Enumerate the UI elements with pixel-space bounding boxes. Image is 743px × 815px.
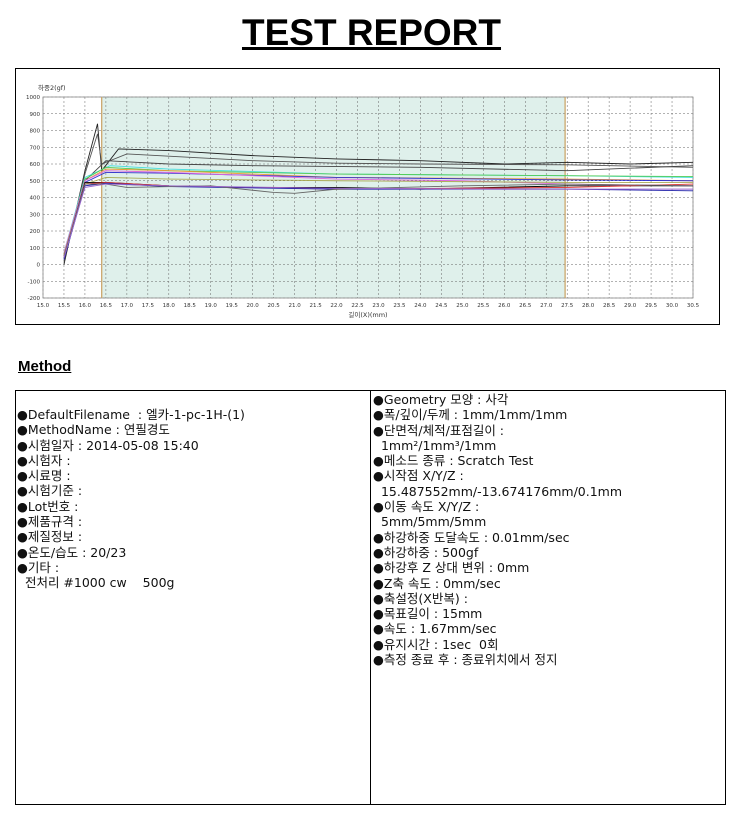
method-field: ●폭/깊이/두께 : 1mm/1mm/1mm (373, 407, 568, 423)
y-tick-label: 0 (37, 263, 41, 269)
x-tick-label: 26.5 (519, 303, 532, 309)
y-tick-label: 800 (30, 129, 41, 135)
method-field: ●시료명 : (17, 468, 71, 484)
method-field: ●MethodName : 연필경도 (17, 422, 170, 438)
method-field: ●기타 : (17, 559, 60, 575)
series-line-8 (63, 170, 694, 253)
method-field: ●측정 종료 후 : 종료위치에서 정지 (373, 652, 558, 668)
series-line-1 (63, 123, 694, 265)
x-axis-label: 길이(X)(mm) (348, 310, 387, 319)
method-right-column: ●Geometry 모양 : 사각 ●폭/깊이/두께 : 1mm/1mm/1mm ●… (371, 391, 725, 804)
x-tick-label: 16.0 (79, 303, 92, 309)
method-field: ●Geometry 모양 : 사각 (373, 392, 509, 407)
method-field: ●제질정보 : (17, 529, 83, 545)
y-tick-label: 1000 (26, 95, 40, 101)
method-field: 15.487552mm/-13.674176mm/0.1mm (373, 483, 623, 499)
x-tick-label: 28.0 (582, 303, 595, 309)
method-field: ●메소드 종류 : Scratch Test (373, 453, 534, 469)
method-left-column: ●DefaultFilename : 엘카-1-pc-1H-(1) ●Method… (16, 391, 371, 804)
x-tick-label: 29.0 (624, 303, 637, 309)
method-field: ●시험일자 : 2014-05-08 15:40 (17, 437, 199, 453)
method-field: 1mm²/1mm³/1mm (373, 437, 497, 453)
x-tick-label: 20.5 (268, 303, 281, 309)
y-tick-label: 600 (30, 162, 41, 168)
method-field: ●단면적/체적/표점길이 : (373, 422, 505, 438)
x-tick-label: 23.0 (372, 303, 385, 309)
chart-frame: 15.0 15.5 16.0 16.5 17.0 17.5 18.0 18.5 19.0 19.5… (15, 68, 720, 325)
plot-area (42, 96, 694, 299)
method-field: ●이동 속도 X/Y/Z : (373, 499, 480, 515)
method-field: ●제품규격 : (17, 514, 83, 530)
x-tick-label: 21.5 (309, 303, 322, 309)
x-tick-label: 24.0 (414, 303, 427, 309)
y-tick-label: 700 (30, 145, 41, 151)
x-tick-label: 26.0 (498, 303, 511, 309)
y-tick-label: 100 (30, 246, 41, 252)
x-tick-label: 23.5 (393, 303, 406, 309)
x-tick-label: 25.0 (456, 303, 469, 309)
y-tick-label: 200 (30, 229, 41, 235)
method-field: ●축설정(X반복) : (373, 590, 468, 606)
method-field: ●하강하중 : 500gf (373, 544, 479, 560)
method-field: 5mm/5mm/5mm (373, 514, 487, 530)
x-tick-label: 19.5 (226, 303, 239, 309)
x-tick-label: 27.0 (540, 303, 553, 309)
x-tick-label: 17.0 (121, 303, 134, 309)
x-tick-label: 20.0 (247, 303, 260, 309)
x-tick-label: 30.5 (687, 303, 700, 309)
method-field: ●목표길이 : 15mm (373, 606, 483, 622)
x-tick-label: 22.0 (330, 303, 343, 309)
report-title: TEST REPORT (241, 12, 502, 53)
x-tick-label: 22.5 (351, 303, 364, 309)
method-field: ●DefaultFilename : 엘카-1-pc-1H-(1) (17, 407, 245, 422)
x-tick-label: 24.5 (435, 303, 448, 309)
x-tick-label: 29.5 (645, 303, 658, 309)
x-tick-label: 18.0 (163, 303, 176, 309)
x-tick-label: 17.5 (142, 303, 155, 309)
method-field: ●시작점 X/Y/Z : (373, 468, 464, 484)
series-line-14 (63, 183, 693, 258)
method-field: ●시험자 : (17, 452, 71, 468)
x-tick-label: 28.5 (603, 303, 616, 309)
x-tick-label: 18.5 (184, 303, 197, 309)
x-tick-label: 19.0 (205, 303, 218, 309)
method-field: ●Lot번호 : (17, 498, 79, 514)
y-tick-label: 500 (30, 179, 41, 185)
method-field: ●온도/습도 : 20/23 (17, 544, 127, 560)
y-tick-label: -100 (28, 279, 41, 285)
method-field: ●하강후 Z 상대 변위 : 0mm (373, 560, 530, 576)
method-field: ●시험기준 : (17, 483, 83, 499)
y-tick-label: 400 (30, 196, 41, 202)
method-field: ●하강하중 도달속도 : 0.01mm/sec (373, 529, 570, 545)
method-table: ●DefaultFilename : 엘카-1-pc-1H-(1) ●Method… (15, 390, 726, 805)
x-tick-label: 25.5 (477, 303, 490, 309)
y-tick-label: 300 (30, 212, 41, 218)
method-field: ●속도 : 1.67mm/sec (373, 621, 497, 637)
y-tick-label: -200 (28, 296, 41, 302)
method-field: ●유지시간 : 1sec 0회 (373, 636, 499, 652)
x-tick-label: 21.0 (288, 303, 301, 309)
x-tick-label: 30.0 (666, 303, 679, 309)
y-axis-label: 하중2(gf) (38, 83, 66, 92)
x-tick-label: 15.5 (58, 303, 71, 309)
x-tick-label: 16.5 (100, 303, 113, 309)
y-tick-label: 900 (30, 112, 41, 118)
method-field: 전처리 #1000 cw 500g (17, 575, 175, 591)
x-tick-label: 15.0 (37, 303, 50, 309)
series-line-2 (63, 133, 694, 262)
x-tick-label: 27.5 (561, 303, 574, 309)
series-line-13 (63, 183, 694, 257)
method-heading: Method (18, 358, 72, 375)
force-length-chart: 15.0 15.5 16.0 16.5 17.0 17.5 18.0 18.5 19.0 19.5… (26, 83, 700, 319)
method-field: ●Z축 속도 : 0mm/sec (373, 575, 501, 591)
